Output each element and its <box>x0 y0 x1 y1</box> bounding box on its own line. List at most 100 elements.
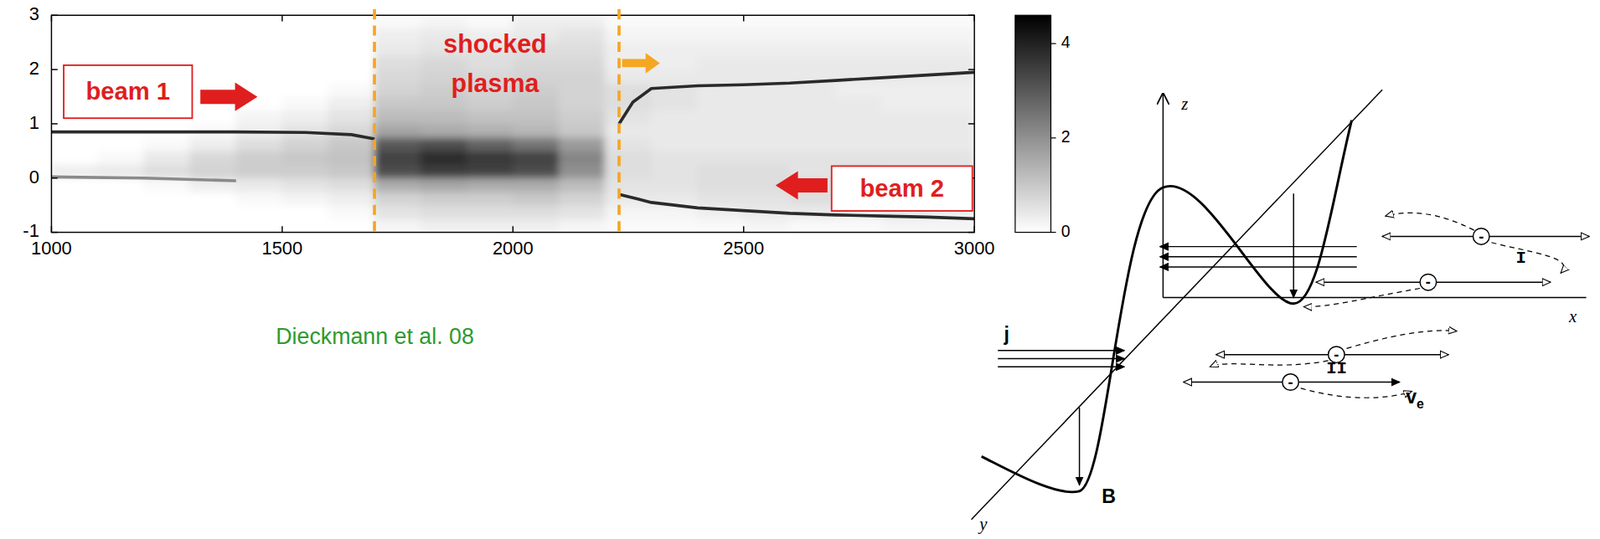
density-cell <box>650 28 698 43</box>
density-cell <box>789 15 837 30</box>
density-cell <box>466 218 514 233</box>
density-cell <box>789 56 837 71</box>
label-line: plasma <box>451 68 541 99</box>
density-cell <box>512 191 560 207</box>
density-cell <box>743 123 790 139</box>
x-tick <box>743 226 744 233</box>
y-tick <box>968 15 975 16</box>
density-cell <box>189 164 237 179</box>
density-cell <box>466 191 514 207</box>
density-cell <box>882 15 930 30</box>
density-cell <box>650 123 698 139</box>
density-cell <box>604 205 652 220</box>
beam-line <box>51 176 236 181</box>
density-cell <box>51 28 98 43</box>
density-cell <box>604 123 652 139</box>
field-diagram: zxyBj--I--IIve <box>971 89 1590 535</box>
direction-arrow <box>200 82 258 112</box>
density-cell <box>466 123 514 139</box>
density-cell <box>235 69 283 84</box>
axes: 10001500200025003000-10123 <box>22 3 995 259</box>
density-cell <box>558 28 606 43</box>
density-cell <box>512 109 560 124</box>
density-cell <box>143 150 191 166</box>
density-cell <box>189 218 237 233</box>
density-cell <box>650 69 698 84</box>
density-cell <box>604 164 652 179</box>
density-cell <box>374 205 422 220</box>
density-cell <box>604 150 652 166</box>
density-cell <box>97 150 145 166</box>
electron-orbit <box>1209 361 1328 367</box>
density-cell <box>466 109 514 124</box>
density-cell <box>466 96 514 111</box>
density-cell <box>282 137 330 152</box>
density-cell <box>696 41 744 57</box>
y-axis <box>971 89 1384 521</box>
colorbar-tick-label: 2 <box>1061 127 1071 146</box>
density-cell <box>97 191 145 207</box>
group-1-label: I <box>1516 248 1527 269</box>
density-cell <box>928 82 975 98</box>
beam-1-label: beam 1 <box>85 77 171 105</box>
density-cell <box>420 191 468 207</box>
density-cell <box>328 15 376 30</box>
current-label: j <box>1002 323 1009 346</box>
density-cells <box>51 15 975 233</box>
density-cell <box>696 109 744 124</box>
x-tick <box>51 15 52 21</box>
density-cell <box>282 109 330 124</box>
density-cell <box>328 28 376 43</box>
density-cell <box>696 164 744 179</box>
density-cell <box>789 150 837 166</box>
density-cell <box>604 218 652 233</box>
density-cell <box>836 123 883 139</box>
density-cell <box>604 41 652 57</box>
density-cell <box>282 150 330 166</box>
density-cell <box>743 109 790 124</box>
plot-frame <box>51 15 975 233</box>
density-cell <box>928 218 975 233</box>
electron-orbit <box>1385 212 1475 231</box>
density-cell <box>558 56 606 71</box>
current-arrow <box>1160 266 1358 268</box>
density-cell <box>466 205 514 220</box>
density-cell <box>374 164 422 179</box>
density-cell <box>558 191 606 207</box>
density-cell <box>789 41 837 57</box>
density-cell <box>374 15 422 30</box>
density-cell <box>696 28 744 43</box>
direction-arrow <box>622 52 661 73</box>
density-cell <box>235 28 283 43</box>
density-cell <box>743 150 790 166</box>
density-cell <box>558 177 606 192</box>
density-cell <box>789 123 837 139</box>
density-cell <box>928 96 975 111</box>
density-cell <box>466 137 514 152</box>
density-cell <box>928 137 975 152</box>
density-cell <box>512 123 560 139</box>
density-cell <box>882 28 930 43</box>
density-cell <box>789 82 837 98</box>
density-cell <box>328 82 376 98</box>
electron-orbit <box>1491 242 1564 274</box>
y-tick-label: 3 <box>29 3 40 25</box>
density-cell <box>928 123 975 139</box>
density-cell <box>743 69 790 84</box>
density-cell <box>420 15 468 30</box>
density-cell <box>235 56 283 71</box>
density-cell <box>97 205 145 220</box>
beam-line <box>619 72 975 124</box>
density-cell <box>743 191 790 207</box>
density-cell <box>282 56 330 71</box>
density-cell <box>282 123 330 139</box>
electron-orbit <box>1347 330 1457 349</box>
colorbar-tick <box>1050 232 1056 233</box>
density-cell <box>374 56 422 71</box>
density-cell <box>604 191 652 207</box>
x-tick <box>973 226 975 233</box>
x-tick <box>973 15 975 21</box>
density-cell <box>97 177 145 192</box>
density-cell <box>882 96 930 111</box>
density-cell <box>882 56 930 71</box>
